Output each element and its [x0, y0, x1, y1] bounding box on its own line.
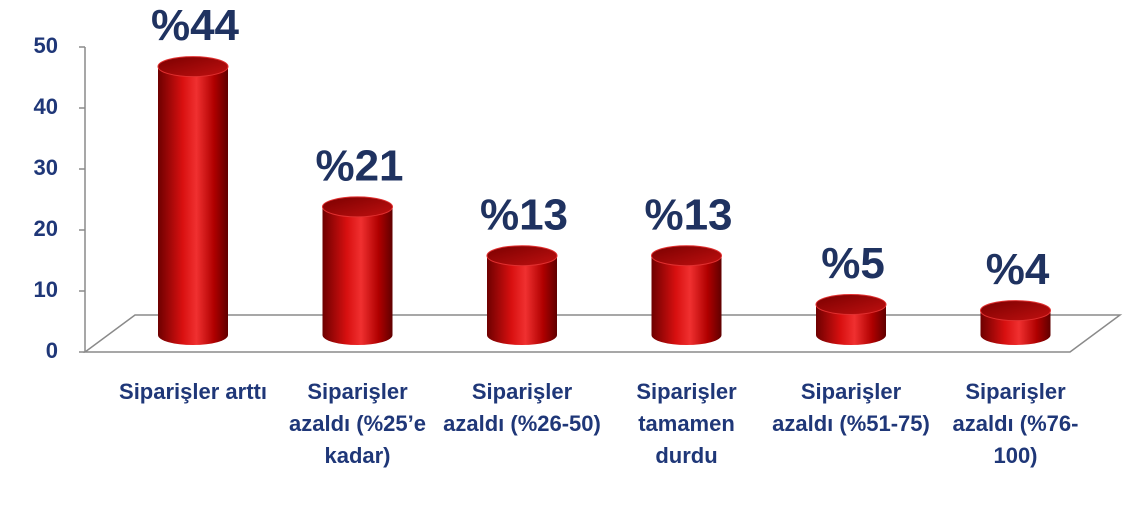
value-label: %13	[644, 190, 732, 239]
bar-top	[322, 196, 393, 218]
bar	[487, 255, 557, 345]
value-label: %21	[315, 142, 403, 191]
y-tick-label: 40	[34, 94, 58, 119]
value-label: %5	[821, 239, 885, 288]
bar	[322, 206, 393, 345]
bar	[651, 255, 722, 345]
y-tick-label: 50	[34, 33, 58, 58]
floor	[82, 314, 1123, 353]
value-label: %44	[151, 1, 240, 50]
value-label: %13	[480, 190, 568, 239]
y-tick-label: 0	[46, 338, 58, 363]
y-tick-label: 20	[34, 216, 58, 241]
x-tick-label: Siparişler tamamen durdu	[636, 379, 737, 468]
bar-top	[486, 245, 558, 267]
bar	[158, 66, 228, 345]
x-tick-label: Siparişler azaldı (%26-50)	[443, 379, 601, 436]
value-label: %4	[986, 245, 1050, 294]
x-tick-label: Siparişler azaldı (%51-75)	[772, 379, 930, 436]
bar	[816, 304, 886, 345]
x-tick-label: Siparişler arttı	[119, 379, 267, 404]
y-tick-label: 30	[34, 155, 58, 180]
bar-top	[980, 300, 1051, 322]
bar-top	[651, 245, 722, 267]
bar-top	[157, 56, 229, 78]
x-tick-label: Siparişler azaldı (%76-100)	[952, 379, 1079, 468]
y-tick-label: 10	[34, 277, 58, 302]
x-tick-label: Siparişler azaldı (%25’e kadar)	[289, 379, 426, 468]
bar-top	[815, 294, 887, 315]
